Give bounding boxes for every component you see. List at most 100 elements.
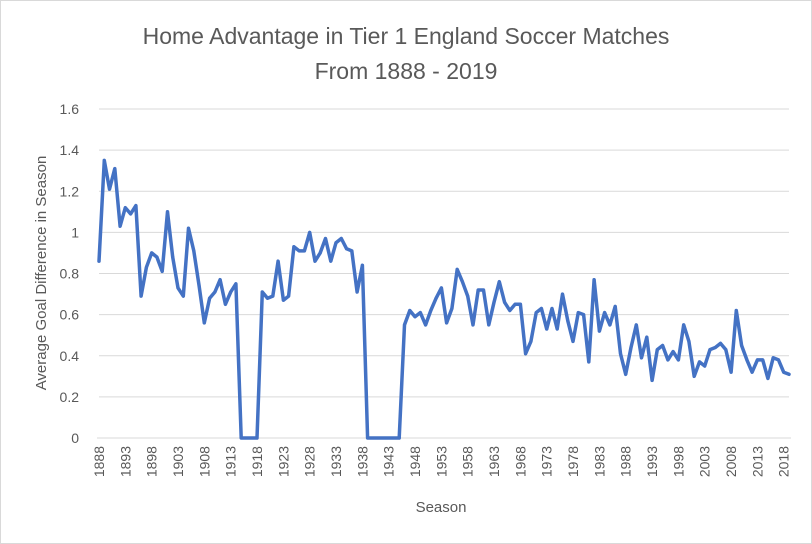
chart-title-line1: Home Advantage in Tier 1 England Soccer … [143,23,670,49]
x-tick-label: 1928 [302,446,318,477]
x-tick-label: 1933 [328,446,344,477]
data-point [108,187,112,191]
data-point [144,265,148,269]
gridlines [99,108,789,398]
data-point [139,294,143,298]
data-point [376,436,380,440]
data-point [640,356,644,360]
data-point [292,245,296,249]
data-point [676,358,680,362]
data-point [213,290,217,294]
data-point [571,339,575,343]
data-point [545,327,549,331]
data-point [713,346,717,350]
x-tick-label: 1943 [381,446,397,477]
x-tick-label: 1898 [144,446,160,477]
data-point [276,259,280,263]
data-point [460,280,464,284]
data-point [776,358,780,362]
data-point [271,294,275,298]
x-tick-label: 1968 [512,446,528,477]
data-point [697,360,701,364]
data-point [360,263,364,267]
data-point [487,323,491,327]
data-point [255,436,259,440]
data-point [566,319,570,323]
y-tick-label: 1.2 [60,183,80,199]
data-point [666,358,670,362]
data-point [129,212,133,216]
data-point [729,370,733,374]
data-point [223,302,227,306]
data-point [582,313,586,317]
x-tick-label: 2003 [697,446,713,477]
x-tick-label: 1998 [670,446,686,477]
data-point [308,230,312,234]
data-point [592,278,596,282]
data-point [476,288,480,292]
data-point [345,247,349,251]
data-point [671,350,675,354]
data-point [302,249,306,253]
x-tick-label: 1978 [565,446,581,477]
data-point [329,259,333,263]
data-point [482,288,486,292]
data-point [171,255,175,259]
data-point [371,436,375,440]
data-point [761,358,765,362]
data-point [323,237,327,241]
data-point [281,298,285,302]
data-point [97,259,101,263]
data-point [113,167,117,171]
y-tick-label: 0.2 [60,389,80,405]
y-tick-label: 1.6 [60,101,80,117]
x-axis-title: Season [416,499,467,516]
data-point [745,358,749,362]
data-point [429,309,433,313]
y-axis-title: Average Goal Difference in Season [33,156,50,391]
x-tick-label: 1948 [407,446,423,477]
y-axis-ticks: 0 0.2 0.4 0.6 0.8 1 1.2 1.4 1.6 [60,101,80,446]
data-point [434,296,438,300]
data-point [687,339,691,343]
data-point [218,278,222,282]
data-point [518,302,522,306]
data-point [550,306,554,310]
y-tick-label: 0 [71,430,79,446]
x-tick-label: 1988 [618,446,634,477]
x-tick-label: 1983 [591,446,607,477]
x-tick-label: 1888 [91,446,107,477]
chart-title-line2: From 1888 - 2019 [315,58,498,84]
data-point [703,364,707,368]
data-point [244,436,248,440]
data-point [661,343,665,347]
data-point [629,346,633,350]
data-point [613,304,617,308]
data-point [771,356,775,360]
data-point [555,327,559,331]
data-point [766,376,770,380]
data-point [471,323,475,327]
data-point [734,309,738,313]
data-point [392,436,396,440]
x-tick-label: 1958 [460,446,476,477]
data-point [539,306,543,310]
data-point [445,321,449,325]
data-point [724,348,728,352]
x-axis-ticks: 1888 1893 1898 1903 1908 1913 1918 1923 1928 1933… [91,446,792,477]
data-point [202,321,206,325]
data-points [97,158,791,440]
data-point [587,360,591,364]
data-point [576,311,580,315]
data-point [134,204,138,208]
data-point [165,210,169,214]
data-point [413,315,417,319]
data-point [597,329,601,333]
data-point [339,237,343,241]
data-point [492,300,496,304]
data-point [603,311,607,315]
data-point [350,249,354,253]
y-tick-label: 0.8 [60,266,80,282]
y-tick-label: 1.4 [60,142,80,158]
